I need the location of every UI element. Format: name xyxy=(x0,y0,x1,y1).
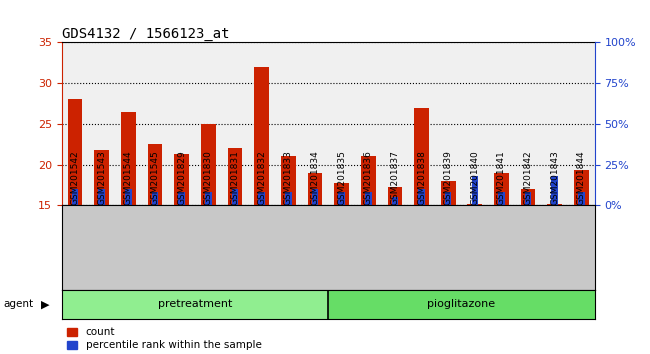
Bar xyxy=(285,192,292,205)
Bar xyxy=(414,108,429,205)
Bar xyxy=(231,189,239,205)
Bar xyxy=(258,192,265,205)
Bar xyxy=(307,173,322,205)
Bar xyxy=(328,290,595,319)
Bar xyxy=(578,192,585,205)
Bar xyxy=(521,189,536,205)
Bar xyxy=(94,150,109,205)
Bar xyxy=(72,189,79,205)
Bar xyxy=(471,176,478,205)
Bar xyxy=(551,176,558,205)
Bar xyxy=(201,124,216,205)
Text: pretreatment: pretreatment xyxy=(158,299,232,309)
Bar xyxy=(62,290,328,319)
Text: agent: agent xyxy=(3,299,33,309)
Bar xyxy=(467,204,482,205)
Bar xyxy=(445,192,452,205)
Bar xyxy=(574,170,589,205)
Bar xyxy=(151,192,159,205)
Bar xyxy=(361,156,376,205)
Bar xyxy=(498,192,505,205)
Text: ▶: ▶ xyxy=(41,299,50,309)
Bar xyxy=(68,99,83,205)
Bar xyxy=(494,173,509,205)
Bar xyxy=(281,156,296,205)
Bar xyxy=(174,154,189,205)
Bar xyxy=(391,197,398,205)
Bar xyxy=(227,148,242,205)
Bar xyxy=(525,192,532,205)
Bar xyxy=(334,183,349,205)
Bar xyxy=(311,189,318,205)
Bar xyxy=(365,192,372,205)
Text: pioglitazone: pioglitazone xyxy=(428,299,495,309)
Bar xyxy=(121,112,136,205)
Legend: count, percentile rank within the sample: count, percentile rank within the sample xyxy=(67,327,261,350)
Text: GDS4132 / 1566123_at: GDS4132 / 1566123_at xyxy=(62,27,229,41)
Bar xyxy=(441,181,456,205)
Bar xyxy=(178,192,185,205)
Bar xyxy=(125,189,132,205)
Bar xyxy=(418,189,425,205)
Bar xyxy=(98,189,105,205)
Bar xyxy=(338,192,345,205)
Bar xyxy=(547,204,562,205)
Bar xyxy=(205,192,212,205)
Bar xyxy=(387,187,402,205)
Bar xyxy=(254,67,269,205)
Bar xyxy=(148,144,162,205)
